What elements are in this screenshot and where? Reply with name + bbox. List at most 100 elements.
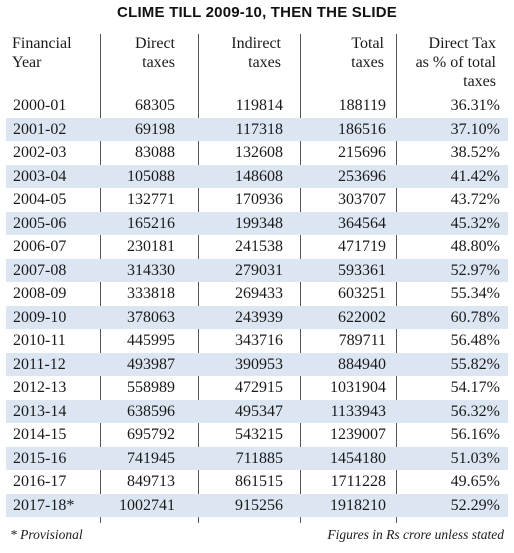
cell-total: 789711 <box>338 332 386 349</box>
cell-direct: 695792 <box>127 426 175 443</box>
cell-direct: 69198 <box>135 120 175 138</box>
cell-direct: 493987 <box>127 355 175 373</box>
cell-year: 2003-04 <box>13 167 67 185</box>
cell-indirect: 117318 <box>235 120 283 138</box>
cell-pct: 37.10% <box>450 120 500 138</box>
cell-total: 303707 <box>338 191 386 208</box>
table-row: 2007-08 314330 279031 593361 52.97% <box>6 258 508 282</box>
cell-pct: 60.78% <box>450 308 500 326</box>
cell-total: 364564 <box>338 214 386 232</box>
cell-indirect: 861515 <box>235 473 283 490</box>
cell-indirect: 148608 <box>235 167 283 185</box>
cell-pct: 43.72% <box>450 191 500 208</box>
cell-total: 622002 <box>338 308 386 326</box>
cell-pct: 52.97% <box>450 261 500 279</box>
table-body: 2000-01 68305 119814 188119 36.31% 2001-02 691… <box>6 94 508 522</box>
cell-year: 2006-07 <box>13 238 67 255</box>
cell-total: 1711228 <box>330 473 386 490</box>
header-direct-taxes: Direct taxes <box>135 35 175 71</box>
cell-indirect: 170936 <box>235 191 283 208</box>
cell-total: 884940 <box>338 355 386 373</box>
table-row: 2011-12 493987 390953 884940 55.82% <box>6 352 508 376</box>
cell-indirect: 343716 <box>235 332 283 349</box>
cell-direct: 333818 <box>127 285 175 302</box>
table-row: 2005-06 165216 199348 364564 45.32% <box>6 211 508 235</box>
cell-total: 1918210 <box>330 496 386 514</box>
table-row: 2000-01 68305 119814 188119 36.31% <box>6 94 508 118</box>
cell-year: 2004-05 <box>13 191 67 208</box>
cell-indirect: 243939 <box>235 308 283 326</box>
cell-indirect: 241538 <box>235 238 283 255</box>
cell-direct: 132771 <box>127 191 175 208</box>
table-row: 2003-04 105088 148608 253696 41.42% <box>6 164 508 188</box>
cell-pct: 54.17% <box>450 379 500 396</box>
cell-pct: 48.80% <box>450 238 500 255</box>
table-row: 2014-15 695792 543215 1239007 56.16% <box>6 423 508 447</box>
cell-direct: 68305 <box>135 97 175 114</box>
cell-direct: 165216 <box>127 214 175 232</box>
cell-year: 2014-15 <box>13 426 67 443</box>
cell-pct: 52.29% <box>450 496 500 514</box>
cell-year: 2011-12 <box>13 355 66 373</box>
cell-pct: 49.65% <box>450 473 500 490</box>
cell-indirect: 132608 <box>235 144 283 161</box>
cell-year: 2010-11 <box>13 332 66 349</box>
cell-direct: 849713 <box>127 473 175 490</box>
cell-indirect: 495347 <box>235 402 283 420</box>
header-direct-tax-percent: Direct Tax as % of total taxes <box>415 35 496 90</box>
cell-year: 2000-01 <box>13 97 67 114</box>
cell-total: 471719 <box>338 238 386 255</box>
table-row: 2002-03 83088 132608 215696 38.52% <box>6 141 508 165</box>
table-row: 2016-17 849713 861515 1711228 49.65% <box>6 470 508 494</box>
cell-year: 2007-08 <box>13 261 67 279</box>
cell-year: 2013-14 <box>13 402 67 420</box>
cell-pct: 36.31% <box>450 97 500 114</box>
cell-indirect: 119814 <box>235 97 283 114</box>
cell-total: 186516 <box>338 120 386 138</box>
cell-year: 2015-16 <box>13 449 67 467</box>
cell-year: 2008-09 <box>13 285 67 302</box>
table-row: 2012-13 558989 472915 1031904 54.17% <box>6 376 508 400</box>
table-header: Financial Year Direct taxes Indirect tax… <box>6 34 508 94</box>
cell-year: 2016-17 <box>13 473 67 490</box>
cell-pct: 45.32% <box>450 214 500 232</box>
cell-year: 2002-03 <box>13 144 67 161</box>
table-row: 2006-07 230181 241538 471719 48.80% <box>6 235 508 259</box>
cell-total: 188119 <box>338 97 386 114</box>
cell-indirect: 279031 <box>235 261 283 279</box>
cell-pct: 55.82% <box>450 355 500 373</box>
cell-indirect: 543215 <box>235 426 283 443</box>
cell-indirect: 472915 <box>235 379 283 396</box>
cell-total: 1239007 <box>330 426 386 443</box>
cell-total: 593361 <box>338 261 386 279</box>
provisional-note: * Provisional <box>10 527 83 542</box>
table-row: 2017-18* 1002741 915256 1918210 52.29% <box>6 493 508 517</box>
cell-indirect: 915256 <box>235 496 283 514</box>
cell-indirect: 711885 <box>235 449 283 467</box>
cell-direct: 741945 <box>127 449 175 467</box>
cell-year: 2009-10 <box>13 308 67 326</box>
table-row: 2008-09 333818 269433 603251 55.34% <box>6 282 508 306</box>
table-row: 2013-14 638596 495347 1133943 56.32% <box>6 399 508 423</box>
cell-total: 1133943 <box>330 402 386 420</box>
cell-pct: 56.32% <box>450 402 500 420</box>
table-footer: * Provisional Figures in Rs crore unless… <box>0 527 514 547</box>
cell-total: 603251 <box>338 285 386 302</box>
cell-year: 2017-18* <box>13 496 75 514</box>
cell-pct: 56.16% <box>450 426 500 443</box>
cell-total: 253696 <box>338 167 386 185</box>
header-financial-year: Financial Year <box>12 35 72 71</box>
cell-pct: 38.52% <box>450 144 500 161</box>
cell-pct: 41.42% <box>450 167 500 185</box>
cell-direct: 83088 <box>135 144 175 161</box>
cell-year: 2005-06 <box>13 214 67 232</box>
cell-total: 1031904 <box>330 379 386 396</box>
units-note: Figures in Rs crore unless stated <box>327 527 504 542</box>
cell-pct: 56.48% <box>450 332 500 349</box>
cell-indirect: 390953 <box>235 355 283 373</box>
cell-total: 1454180 <box>330 449 386 467</box>
cell-direct: 638596 <box>127 402 175 420</box>
table-title: CLIME TILL 2009-10, THEN THE SLIDE <box>117 4 397 21</box>
cell-year: 2001-02 <box>13 120 67 138</box>
cell-direct: 314330 <box>127 261 175 279</box>
